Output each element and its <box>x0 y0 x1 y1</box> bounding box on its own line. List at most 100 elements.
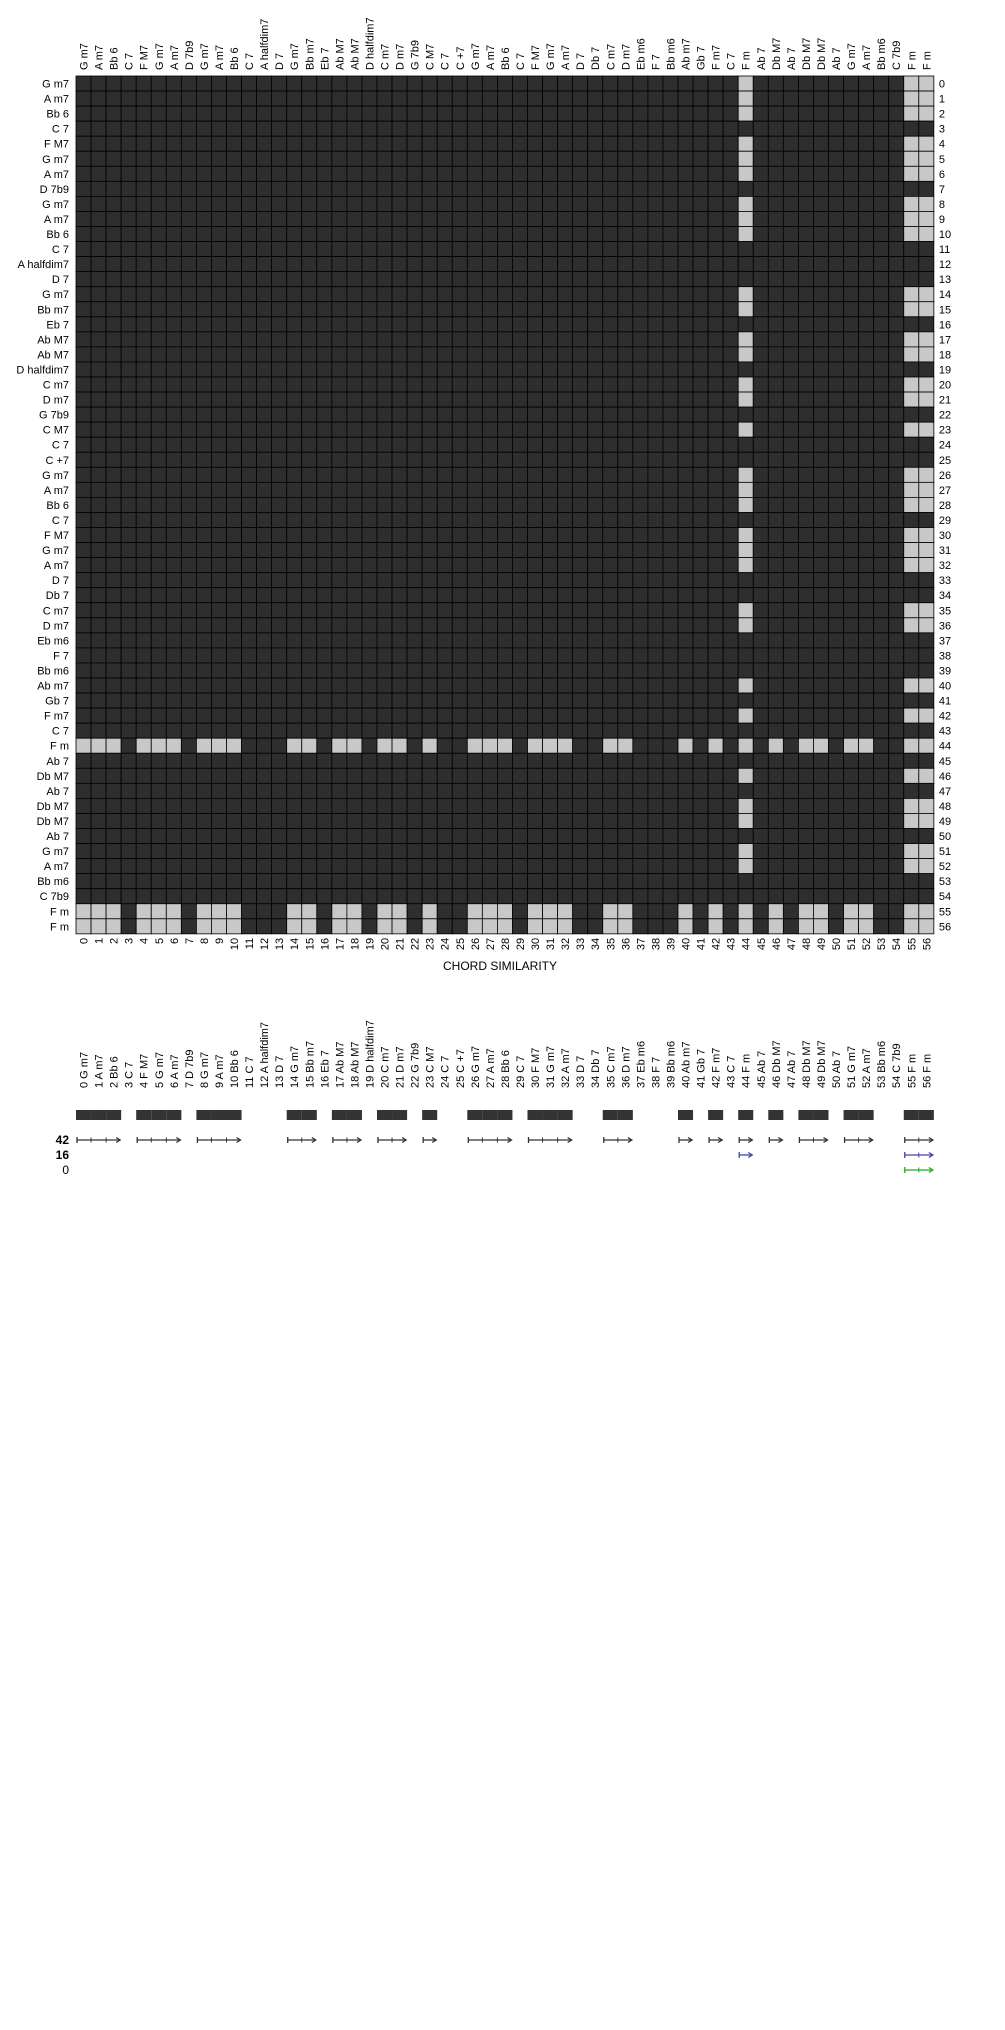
segment-block <box>858 1110 874 1120</box>
matrix-cell <box>150 180 167 197</box>
matrix-cell <box>195 135 212 152</box>
matrix-cell <box>451 241 468 258</box>
matrix-cell <box>767 617 784 634</box>
matrix-cell <box>241 331 258 348</box>
matrix-cell <box>150 828 167 844</box>
matrix-cell <box>331 361 348 378</box>
matrix-cell <box>873 286 890 303</box>
matrix-cell <box>180 903 197 920</box>
matrix-cell <box>316 451 333 468</box>
matrix-cell <box>647 512 664 528</box>
matrix-cell <box>361 361 378 378</box>
matrix-cell <box>180 828 197 844</box>
matrix-cell <box>707 406 724 423</box>
matrix-cell <box>436 692 453 709</box>
matrix-cell <box>481 903 498 920</box>
matrix-cell <box>436 527 453 543</box>
matrix-cell <box>677 903 694 920</box>
matrix-cell <box>271 828 288 844</box>
top-chord-label: G m7 <box>79 43 91 70</box>
matrix-cell <box>195 888 212 905</box>
matrix-cell <box>150 75 167 92</box>
matrix-cell <box>647 888 664 905</box>
matrix-cell <box>496 662 513 679</box>
matrix-cell <box>677 286 694 303</box>
matrix-cell <box>527 376 543 393</box>
matrix-cell <box>587 346 604 363</box>
matrix-cell <box>843 722 859 739</box>
matrix-cell <box>150 873 167 890</box>
matrix-cell <box>662 647 679 664</box>
matrix-cell <box>165 271 182 288</box>
matrix-cell <box>707 813 724 829</box>
matrix-cell <box>496 752 513 769</box>
matrix-cell <box>406 271 423 288</box>
matrix-cell <box>165 722 182 739</box>
matrix-cell <box>828 888 844 905</box>
matrix-cell <box>105 843 122 859</box>
matrix-cell <box>557 120 574 137</box>
matrix-cell <box>888 843 905 859</box>
matrix-cell <box>346 211 363 227</box>
matrix-cell <box>873 271 890 288</box>
segment-run <box>678 1136 694 1144</box>
matrix-cell <box>692 572 709 589</box>
matrix-cell <box>813 542 829 558</box>
matrix-cell <box>617 180 634 197</box>
matrix-cell <box>692 105 709 122</box>
matrix-cell <box>135 150 152 167</box>
matrix-cell <box>632 301 649 318</box>
matrix-cell <box>557 722 574 739</box>
matrix-cell <box>813 376 829 393</box>
matrix-cell <box>301 767 318 784</box>
matrix-cell <box>195 722 212 739</box>
matrix-cell <box>436 346 453 363</box>
matrix-cell <box>90 843 107 859</box>
matrix-cell <box>195 286 212 303</box>
matrix-cell <box>843 135 859 152</box>
matrix-cell <box>90 150 107 167</box>
matrix-cell <box>572 286 589 303</box>
right-index-label: 56 <box>939 921 951 933</box>
matrix-cell <box>542 316 558 333</box>
matrix-cell <box>150 752 167 769</box>
left-chord-label: C 7 <box>52 124 69 136</box>
matrix-cell <box>436 135 453 152</box>
matrix-cell <box>858 873 875 890</box>
matrix-cell <box>722 271 739 288</box>
matrix-cell <box>316 75 333 92</box>
matrix-cell <box>512 677 528 694</box>
matrix-cell <box>828 918 844 935</box>
matrix-cell <box>316 632 333 649</box>
matrix-cell <box>782 286 799 303</box>
matrix-cell <box>135 256 152 273</box>
matrix-cell <box>180 421 197 438</box>
matrix-cell <box>813 195 829 212</box>
matrix-cell <box>557 737 574 754</box>
matrix-cell <box>767 557 784 574</box>
matrix-cell <box>361 75 378 92</box>
segment-run <box>287 1136 318 1144</box>
matrix-cell <box>737 256 754 273</box>
matrix-cell <box>602 211 619 227</box>
matrix-cell <box>75 542 92 558</box>
matrix-cell <box>120 451 137 468</box>
matrix-cell <box>843 451 859 468</box>
matrix-cell <box>572 542 589 558</box>
matrix-cell <box>662 195 679 212</box>
matrix-cell <box>903 798 920 814</box>
matrix-cell <box>542 647 558 664</box>
matrix-cell <box>481 767 498 784</box>
right-index-label: 34 <box>939 590 951 602</box>
matrix-cell <box>557 75 574 92</box>
matrix-cell <box>828 722 844 739</box>
matrix-cell <box>692 301 709 318</box>
matrix-cell <box>451 813 468 829</box>
matrix-cell <box>602 361 619 378</box>
matrix-cell <box>120 647 137 664</box>
matrix-cell <box>813 557 829 574</box>
matrix-cell <box>527 798 543 814</box>
matrix-cell <box>843 587 859 604</box>
matrix-cell <box>361 346 378 363</box>
matrix-cell <box>662 376 679 393</box>
